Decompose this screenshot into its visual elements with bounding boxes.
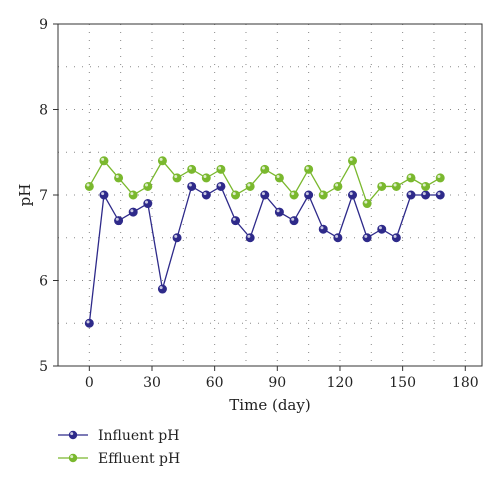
data-point-influent-ph xyxy=(348,190,358,200)
x-tick-label: 150 xyxy=(389,375,416,391)
data-point-influent-ph xyxy=(157,284,167,294)
data-point-effluent-ph xyxy=(157,156,167,166)
data-point-influent-ph xyxy=(333,233,343,243)
data-point-effluent-ph xyxy=(172,173,182,183)
data-point-effluent-ph xyxy=(435,173,445,183)
data-point-influent-ph xyxy=(435,190,445,200)
data-point-effluent-ph xyxy=(245,181,255,191)
data-point-influent-ph xyxy=(318,224,328,234)
data-point-influent-ph xyxy=(304,190,314,200)
x-tick-label: 30 xyxy=(143,375,161,391)
legend-label: Effluent pH xyxy=(98,451,180,467)
data-point-effluent-ph xyxy=(201,173,211,183)
y-tick-label: 9 xyxy=(39,17,48,33)
series-layer xyxy=(84,156,445,328)
y-tick-label: 6 xyxy=(39,274,48,290)
y-tick-label: 7 xyxy=(39,188,48,204)
x-tick-label: 120 xyxy=(327,375,354,391)
data-point-influent-ph xyxy=(172,233,182,243)
data-point-effluent-ph xyxy=(216,164,226,174)
data-point-effluent-ph xyxy=(260,164,270,174)
y-axis-title: pH xyxy=(16,184,34,207)
data-point-effluent-ph xyxy=(143,181,153,191)
data-point-effluent-ph xyxy=(377,181,387,191)
data-point-effluent-ph xyxy=(99,156,109,166)
data-point-influent-ph xyxy=(289,216,299,226)
data-point-effluent-ph xyxy=(84,181,94,191)
x-axis-title: Time (day) xyxy=(229,396,310,414)
data-point-effluent-ph xyxy=(406,173,416,183)
series-line-influent-ph xyxy=(88,185,441,324)
data-point-influent-ph xyxy=(114,216,124,226)
data-point-effluent-ph xyxy=(289,190,299,200)
data-point-influent-ph xyxy=(128,207,138,217)
y-tick-label: 8 xyxy=(39,103,48,119)
data-point-influent-ph xyxy=(143,199,153,209)
data-point-effluent-ph xyxy=(318,190,328,200)
data-point-influent-ph xyxy=(216,181,226,191)
data-point-influent-ph xyxy=(377,224,387,234)
legend-swatch-marker xyxy=(68,430,78,440)
x-tick-label: 0 xyxy=(85,375,94,391)
data-point-influent-ph xyxy=(260,190,270,200)
data-point-effluent-ph xyxy=(362,199,372,209)
legend-label: Influent pH xyxy=(98,428,179,444)
data-point-influent-ph xyxy=(274,207,284,217)
data-point-influent-ph xyxy=(84,318,94,328)
data-point-effluent-ph xyxy=(348,156,358,166)
data-point-effluent-ph xyxy=(421,181,431,191)
legend: Influent pH Effluent pH xyxy=(58,428,180,467)
data-point-effluent-ph xyxy=(231,190,241,200)
data-point-influent-ph xyxy=(187,181,197,191)
x-tick-label: 90 xyxy=(268,375,286,391)
data-point-effluent-ph xyxy=(274,173,284,183)
legend-swatch-marker xyxy=(68,453,78,463)
data-point-influent-ph xyxy=(201,190,211,200)
data-point-effluent-ph xyxy=(391,181,401,191)
data-point-influent-ph xyxy=(362,233,372,243)
grid-lines xyxy=(58,24,482,366)
legend-item: Effluent pH xyxy=(58,451,180,467)
data-point-effluent-ph xyxy=(187,164,197,174)
x-tick-label: 60 xyxy=(206,375,224,391)
legend-item: Influent pH xyxy=(58,428,179,444)
data-point-effluent-ph xyxy=(333,181,343,191)
data-point-influent-ph xyxy=(245,233,255,243)
data-point-effluent-ph xyxy=(114,173,124,183)
axis-ticks: 0 30 60 90 120 150 180 5 6 7 8 9 xyxy=(39,17,479,391)
data-point-influent-ph xyxy=(406,190,416,200)
data-point-influent-ph xyxy=(231,216,241,226)
y-tick-label: 5 xyxy=(39,359,48,375)
data-point-effluent-ph xyxy=(304,164,314,174)
data-point-influent-ph xyxy=(391,233,401,243)
x-tick-label: 180 xyxy=(452,375,479,391)
data-point-influent-ph xyxy=(421,190,431,200)
data-point-effluent-ph xyxy=(128,190,138,200)
data-point-influent-ph xyxy=(99,190,109,200)
